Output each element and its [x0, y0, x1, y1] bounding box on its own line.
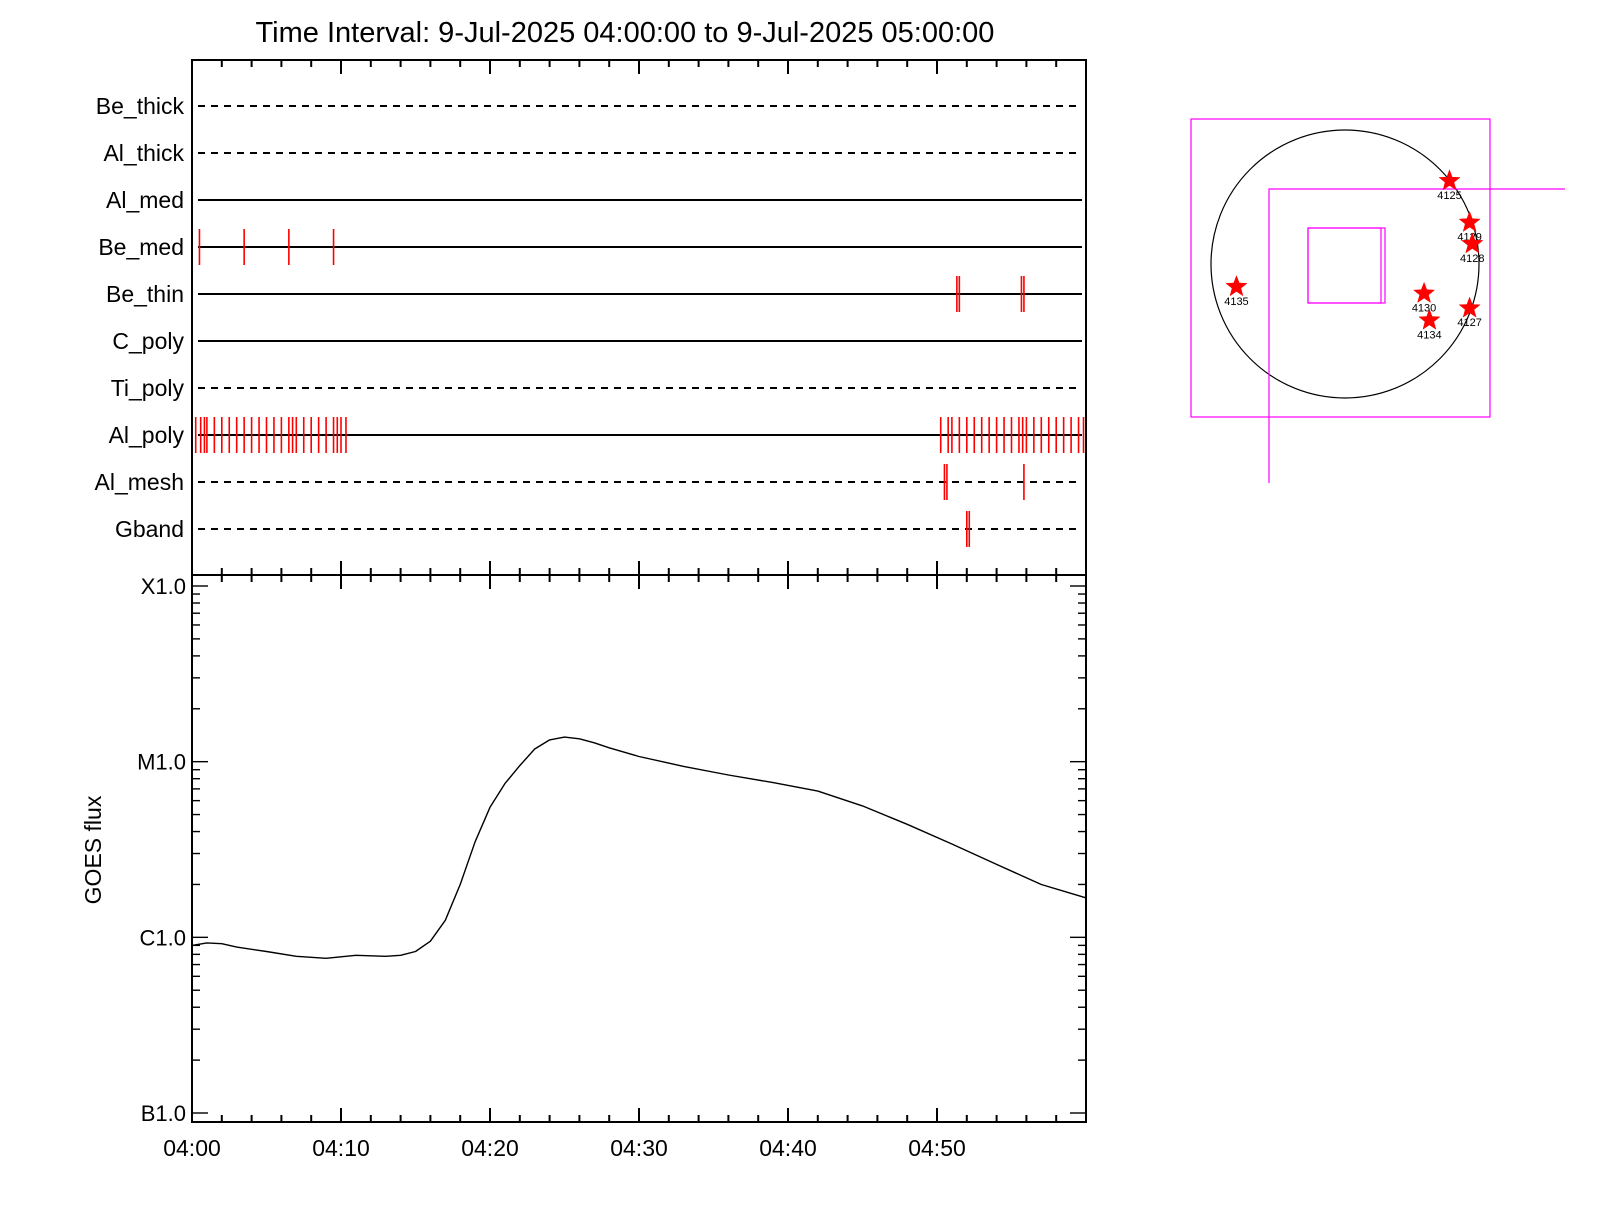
- timeline-row-label: Al_med: [106, 187, 184, 213]
- goes-y-tick-label: M1.0: [137, 750, 186, 775]
- timeline-row-label: Ti_poly: [111, 375, 185, 401]
- active-region-star: [1461, 232, 1484, 254]
- timeline-row-label: Be_thick: [96, 93, 185, 119]
- active-region-label: 4130: [1412, 302, 1436, 314]
- fov-box-outer: [1190, 118, 1491, 418]
- active-region-label: 4134: [1417, 329, 1441, 341]
- active-region-star: [1438, 169, 1461, 191]
- goes-x-tick-label: 04:20: [461, 1135, 519, 1161]
- active-region-star: [1458, 296, 1481, 318]
- goes-x-tick-label: 04:00: [163, 1135, 221, 1161]
- timeline-row-label: Al_mesh: [95, 469, 184, 495]
- goes-y-tick-label: C1.0: [140, 925, 186, 950]
- goes-y-tick-label: X1.0: [141, 574, 186, 599]
- chart-title: Time Interval: 9-Jul-2025 04:00:00 to 9-…: [256, 17, 995, 49]
- solar-disk: [1210, 129, 1480, 399]
- timeline-row-label: Al_thick: [103, 140, 184, 166]
- goes-y-tick-label: B1.0: [141, 1101, 186, 1126]
- goes-x-tick-label: 04:40: [759, 1135, 817, 1161]
- fov-box-offset: [1268, 188, 1565, 483]
- goes-x-tick-label: 04:30: [610, 1135, 668, 1161]
- timeline-row-label: Be_thin: [106, 281, 184, 307]
- timeline-panel: Be_thick Al_thick Al_med Be_med Be_thin C_pol…: [95, 59, 1087, 576]
- active-region-label: 4125: [1437, 190, 1461, 202]
- goes-y-axis-label: GOES flux: [80, 795, 106, 904]
- goes-frame: [191, 574, 1087, 1123]
- active-region-label: 4127: [1457, 317, 1481, 329]
- fov-box-inner-b: [1307, 227, 1382, 304]
- goes-panel: 04:00 04:10 04:20 04:30 04:40 04:50 B1.0 C1.0 M1…: [80, 574, 1087, 1161]
- active-region-star: [1418, 308, 1441, 330]
- goes-x-tick-label: 04:10: [312, 1135, 370, 1161]
- timeline-row-label: Al_poly: [109, 422, 185, 448]
- timeline-frame: [191, 59, 1087, 576]
- active-region-star: [1412, 281, 1436, 303]
- goes-flux-curve: [191, 736, 1087, 959]
- timeline-row-label: Gband: [115, 516, 184, 542]
- fov-box-inner-a: [1307, 227, 1386, 304]
- goes-x-tick-label: 04:50: [908, 1135, 966, 1161]
- timeline-row-label: C_poly: [112, 328, 184, 354]
- active-region-star: [1458, 210, 1481, 232]
- timeline-row-label: Be_med: [98, 234, 184, 260]
- active-region-star: [1225, 275, 1248, 297]
- active-region-label: 4135: [1224, 296, 1248, 308]
- active-region-label: 4128: [1460, 253, 1484, 265]
